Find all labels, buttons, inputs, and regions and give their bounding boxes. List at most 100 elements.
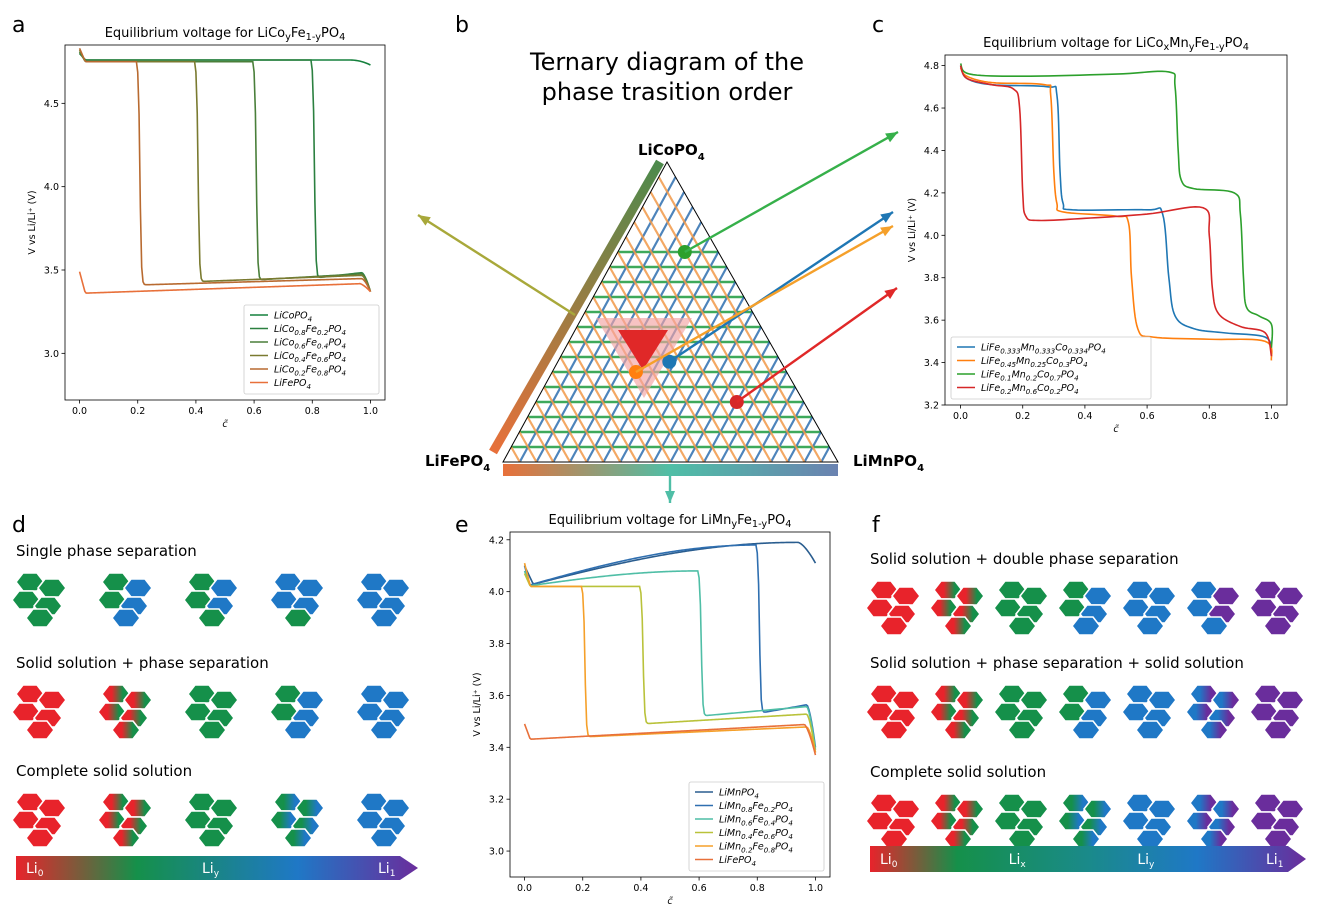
x-tick-label: 0.4	[633, 883, 648, 894]
grid-line-fe	[534, 401, 571, 463]
arrow-to-chart-c-red	[736, 287, 898, 403]
series-line	[959, 65, 1273, 353]
x-tick-label: 0.6	[247, 406, 262, 417]
hexagon-cell	[24, 720, 56, 740]
hexagon-cell	[1006, 829, 1038, 849]
y-tick-label: 4.6	[924, 104, 939, 115]
hexagon-cell	[1262, 616, 1294, 636]
x-tick-label: 0.4	[188, 406, 203, 417]
y-tick-label: 3.6	[489, 691, 504, 702]
arrow-to-chart-a-head	[418, 215, 431, 226]
arrow-to-chart-c-green	[684, 130, 899, 254]
series-line	[78, 52, 372, 292]
li-content-arrow	[870, 846, 1306, 872]
panel-d-phase-schematic: Single phase separation Solid solution + …	[10, 542, 418, 880]
arrow-label: Liy	[1137, 852, 1155, 870]
hexagon-cell	[368, 720, 400, 740]
hexagon-cell	[1198, 720, 1230, 740]
arrow-label: Lix	[1009, 852, 1027, 870]
hexagon-cell	[1070, 829, 1102, 849]
legend-box	[950, 336, 1152, 400]
hexagon-cell	[1262, 829, 1294, 849]
hexagon-cell	[942, 720, 974, 740]
hexagon-cell	[208, 578, 240, 598]
hexagon-cell	[282, 608, 314, 628]
hexagon-cell	[890, 799, 922, 819]
chart-a-licofe: Equilibrium voltage for LiCoyFe1-yPO4 0.0…	[27, 26, 386, 430]
hexagon-cell	[890, 690, 922, 710]
y-axis-label: V vs Li/Li⁺ (V)	[27, 190, 38, 254]
grid-line-mn	[820, 446, 831, 463]
chart-title: Equilibrium voltage for LiCoxMnyFe1-yPO4	[983, 36, 1249, 53]
hexagon-cell	[24, 828, 56, 848]
grid-line-fe	[543, 386, 588, 463]
hexagon-cell	[878, 720, 910, 740]
hexagon-cell	[878, 616, 910, 636]
hexagon-cell	[294, 690, 326, 710]
row-title: Complete solid solution	[16, 762, 192, 780]
legend-entry: LiFe0.1Mn0.2Co0.7PO4	[981, 370, 1079, 383]
y-tick-label: 3.0	[44, 349, 59, 360]
series-line	[523, 544, 817, 748]
hexagon-cell	[208, 690, 240, 710]
y-tick-label: 3.4	[489, 743, 504, 754]
grid-line-fe	[567, 341, 638, 463]
hexagon-cell	[122, 578, 154, 598]
hexagon-cell	[1082, 799, 1114, 819]
hexagon-cell	[1274, 690, 1306, 710]
hexagon-cell	[1134, 829, 1166, 849]
hexagon-cell	[1146, 586, 1178, 606]
plot-frame	[944, 54, 1288, 406]
grid-line-mn	[753, 386, 797, 463]
series-line	[78, 49, 372, 292]
row-title: Single phase separation	[16, 542, 197, 560]
arrow-to-chart-c-green-head	[885, 132, 898, 143]
hexagon-cell	[1210, 586, 1242, 606]
series-line	[523, 562, 817, 753]
ternary-diagram	[417, 130, 899, 503]
hexagon-cell	[1018, 799, 1050, 819]
li-content-arrow	[16, 856, 418, 880]
grid-line-fe	[625, 236, 756, 463]
y-tick-label: 4.4	[924, 146, 939, 157]
row-title: Solid solution + phase separation + soli…	[870, 654, 1244, 672]
hexagon-cell	[1134, 720, 1166, 740]
grid-line-mn	[652, 296, 745, 463]
x-tick-label: 0.6	[1140, 411, 1155, 422]
y-tick-label: 3.2	[924, 401, 939, 412]
hexagon-cell	[196, 608, 228, 628]
hexagon-cell	[954, 690, 986, 710]
x-tick-label: 0.2	[1015, 411, 1030, 422]
series-line	[959, 67, 1273, 361]
legend-entry: LiCo0.6Fe0.4PO4	[274, 338, 347, 351]
hexagon-cell	[380, 690, 412, 710]
hexagon-cell	[282, 720, 314, 740]
hexagon-cell	[196, 828, 228, 848]
grid-line-fe	[551, 371, 605, 463]
series-group	[523, 541, 817, 756]
hexagon-cell	[954, 799, 986, 819]
vertex-label-licopo4: LiCoPO4	[638, 141, 705, 163]
grid-line-fe	[575, 326, 655, 463]
grid-line-fe	[559, 356, 622, 463]
series-line	[78, 51, 372, 292]
legend-entry: LiMn0.8Fe0.2PO4	[719, 801, 793, 814]
hexagon-cell	[380, 578, 412, 598]
panel-label-a: a	[12, 13, 25, 38]
grid-line-fe	[657, 176, 823, 463]
panel-label-d: d	[12, 513, 26, 538]
arrow-to-chart-c-blue-head	[880, 212, 893, 223]
arrow-label: Li1	[378, 861, 395, 879]
legend-entry: LiCo0.2Fe0.8PO4	[274, 365, 347, 378]
grid-line-mn	[719, 356, 780, 463]
hexagon-cell	[1082, 586, 1114, 606]
grid-line-fe	[584, 311, 672, 463]
legend-entry: LiFe0.333Mn0.333Co0.334PO4	[981, 343, 1106, 356]
series-line	[959, 63, 1274, 348]
legend-box	[688, 781, 825, 872]
x-tick-label: 0.0	[72, 406, 87, 417]
row-title: Complete solid solution	[870, 763, 1046, 781]
arrow-to-chart-c-orange	[635, 224, 894, 374]
x-axis-label: c̃	[667, 896, 673, 907]
vertex-label-lifepo4: LiFePO4	[425, 452, 490, 474]
